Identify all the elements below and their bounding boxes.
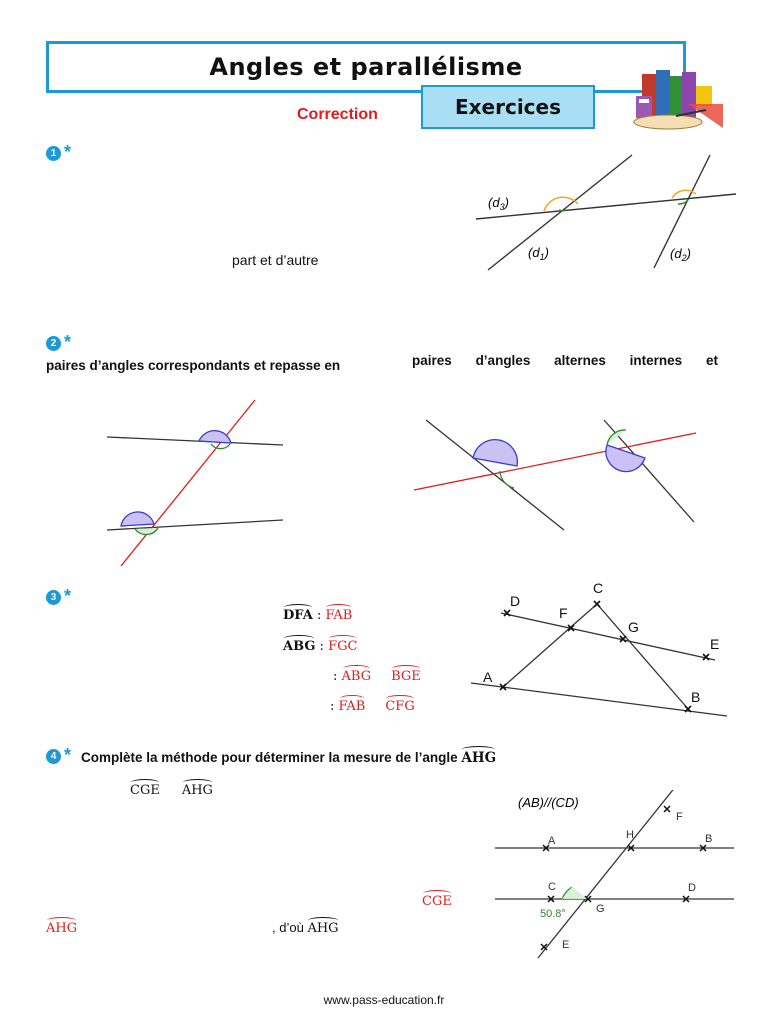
exercise-4-badge: 4 [46, 749, 61, 764]
footer-url[interactable]: www.pass-education.fr [323, 993, 445, 1007]
d2-label: (d [670, 246, 682, 261]
ex4-title: Complète la méthode pour déterminer la m… [81, 746, 496, 766]
ex1-figure: (d3) (d1) (d2) [475, 154, 737, 271]
ex3-figure: D F C G E A B [470, 580, 728, 717]
angle-value: 50.8° [540, 908, 566, 920]
point-G: G [628, 619, 639, 635]
ex3-row-1: DFA : FAB [283, 604, 352, 623]
ex4-red-ahg: AHG [46, 917, 77, 936]
exercise-1-star: * [64, 142, 72, 162]
exercise-2-badge: 2 [46, 336, 61, 351]
exercise-3-badge: 3 [46, 590, 61, 605]
point-H4: H [626, 829, 634, 841]
svg-text:(d1): (d1) [528, 245, 549, 262]
point-E: E [710, 636, 719, 652]
point-B4: B [705, 833, 712, 845]
point-D4: D [688, 882, 696, 894]
svg-text:(d3): (d3) [488, 195, 509, 212]
point-D: D [510, 593, 520, 609]
ex3-row-2: ABG : FGC [283, 635, 357, 654]
point-A: A [483, 669, 493, 685]
d3-label: (d [488, 195, 500, 210]
exercices-tab: Exercices [421, 85, 595, 129]
exercise-2-star: * [64, 332, 72, 352]
point-C4: C [548, 881, 556, 893]
exercise-3-star: * [64, 586, 72, 606]
point-G4: G [596, 903, 605, 915]
ex2-left-figure [106, 399, 284, 567]
books-illustration-icon [633, 70, 723, 130]
ex4-line-1: CGE AHG [130, 779, 213, 798]
ex3-row-3: : ABG BGE [333, 665, 421, 684]
page-title: Angles et parallélisme [209, 53, 523, 81]
exercise-1-badge: 1 [46, 146, 61, 161]
d1-label: (d [528, 245, 540, 260]
point-E4: E [562, 939, 569, 951]
svg-text:(d2): (d2) [670, 246, 691, 263]
point-F4: F [676, 811, 683, 823]
point-B: B [691, 689, 700, 705]
ex4-red-cge: CGE [422, 890, 452, 909]
point-C: C [593, 580, 603, 596]
ex4-figure: (AB)//(CD) A H B F C G D E 50.8° [495, 790, 734, 959]
exercise-4-star: * [64, 745, 72, 765]
point-F: F [559, 605, 568, 621]
parallel-label: (AB)//(CD) [518, 795, 579, 810]
point-A4: A [548, 835, 556, 847]
ex2-right-figure [413, 419, 697, 531]
ex2-left-text: paires d’angles correspondants et repass… [46, 358, 341, 373]
title-box: Angles et parallélisme [46, 41, 686, 93]
ex4-dou-text: , d’où AHG [272, 917, 339, 936]
ex1-text-part: part et d’autre [232, 252, 319, 268]
correction-label: Correction [297, 106, 378, 123]
ex3-row-4: : FAB CFG [330, 695, 415, 714]
ex2-right-text: paires d’angles alternes internes et [412, 353, 718, 368]
